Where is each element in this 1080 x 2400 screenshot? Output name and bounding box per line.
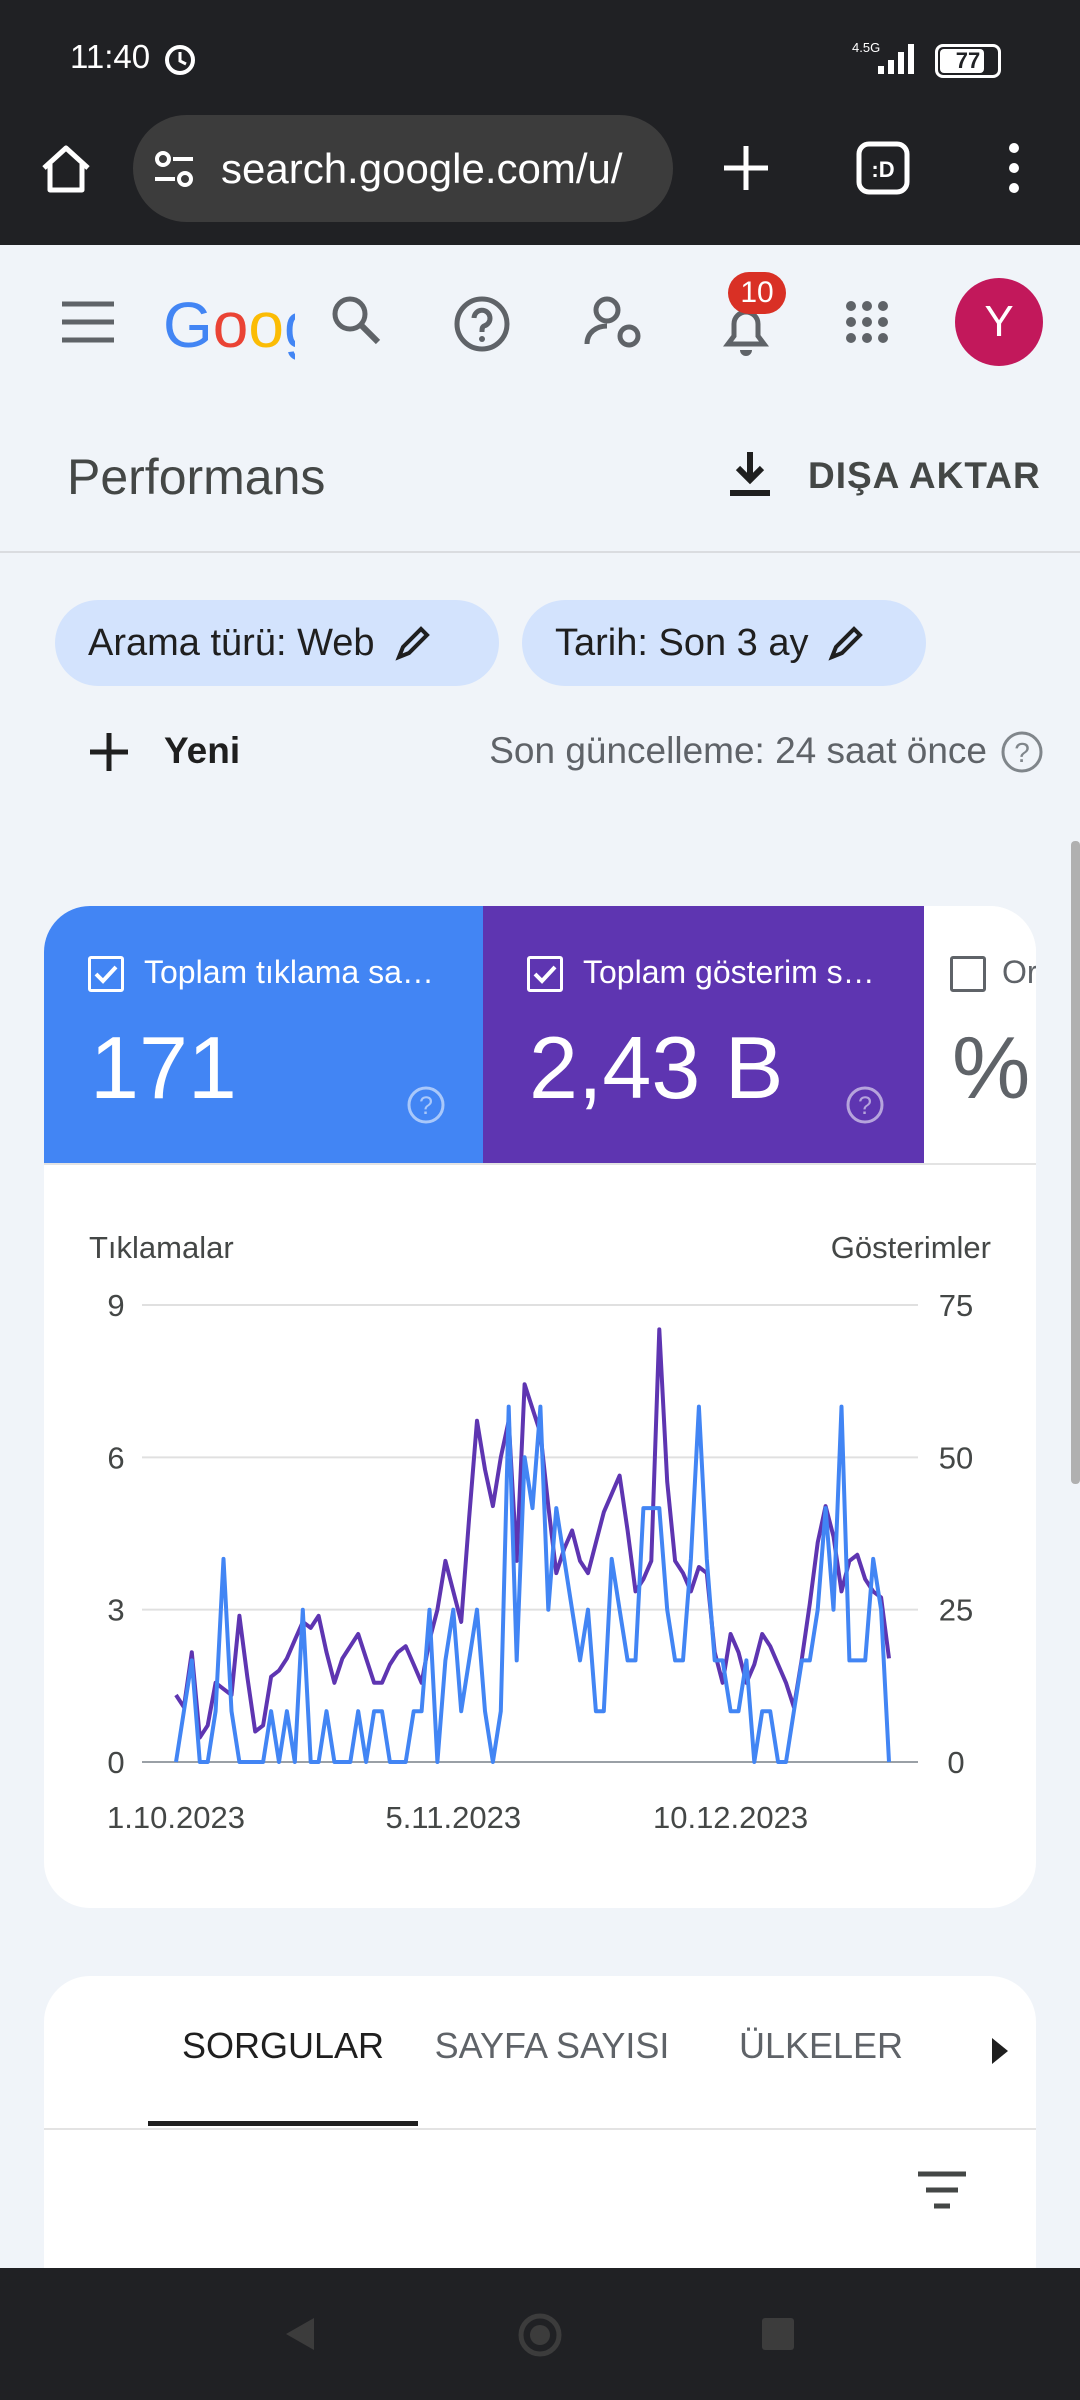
recents-button[interactable] xyxy=(760,2316,796,2352)
google-logo[interactable]: Google xyxy=(163,290,295,360)
y-axis-title: Tıklamalar xyxy=(89,1230,234,1265)
y-tick-label: 0 xyxy=(107,1745,124,1780)
chart-container: Tıklamalar Gösterimler 0 3 6 9 0 25 50 75 1.10.2… xyxy=(44,1163,1036,1913)
tab[interactable]: SAYFA SAYISI xyxy=(434,2025,670,2066)
y-tick-label: 9 xyxy=(107,1288,124,1323)
tab-switcher[interactable]: :D xyxy=(855,140,911,196)
tab-indicator xyxy=(148,2121,418,2126)
y2-axis-title: Gösterimler xyxy=(831,1230,991,1265)
x-tick-label: 5.11.2023 xyxy=(385,1800,521,1835)
x-tick-label: 1.10.2023 xyxy=(107,1800,245,1835)
edit-icon[interactable] xyxy=(828,625,864,661)
y2-tick-label: 50 xyxy=(939,1440,973,1475)
site-info-icon[interactable] xyxy=(153,149,195,189)
url-bar[interactable]: search.google.com/u/ xyxy=(133,115,673,222)
avatar[interactable]: Y xyxy=(955,278,1043,366)
series-line xyxy=(174,1404,891,1764)
svg-text:?: ? xyxy=(1014,737,1030,768)
metric-tile[interactable]: Ortalama TO % xyxy=(924,906,1036,1163)
svg-text::D: :D xyxy=(871,157,894,182)
hamburger-menu[interactable] xyxy=(60,298,116,346)
download-icon xyxy=(730,452,770,496)
chip-label: Arama türü: Web xyxy=(88,621,375,664)
metric-label: Ortalama TO xyxy=(1002,954,1036,990)
menu-button[interactable] xyxy=(1000,140,1030,196)
help-glyph: ? xyxy=(407,1086,445,1124)
y2-tick-label: 0 xyxy=(947,1745,964,1780)
chart: Tıklamalar Gösterimler 0 3 6 9 0 25 50 75 1.10.2… xyxy=(89,1230,991,1835)
metric-value: 2,43 B xyxy=(529,1018,784,1117)
apps-button[interactable] xyxy=(843,298,891,346)
divider xyxy=(44,1163,1036,1165)
help-icon[interactable]: ? xyxy=(845,1085,885,1125)
filter-chip[interactable]: Tarih: Son 3 ay xyxy=(522,600,926,686)
alarm-icon xyxy=(165,45,195,75)
table-card xyxy=(44,1976,1036,2306)
check-mark xyxy=(94,965,118,984)
logo-letter: o xyxy=(212,290,249,360)
user-settings-button[interactable] xyxy=(583,292,647,356)
notification-badge: 10 xyxy=(728,272,786,314)
add-icon[interactable] xyxy=(88,731,130,773)
signal-icon xyxy=(878,44,914,74)
metric-label: Toplam gösterim sayısı xyxy=(583,954,883,990)
y2-tick-label: 25 xyxy=(939,1593,973,1628)
filter-chip[interactable]: Arama türü: Web xyxy=(55,600,499,686)
help-icon[interactable]: ? xyxy=(1000,730,1044,774)
y-tick-label: 6 xyxy=(107,1440,124,1475)
y2-tick-label: 75 xyxy=(939,1288,973,1323)
home-nav-button[interactable] xyxy=(517,2312,563,2358)
help-icon[interactable]: ? xyxy=(406,1085,446,1125)
new-tab-button[interactable] xyxy=(718,140,774,196)
checkbox[interactable] xyxy=(527,956,563,992)
scrollbar xyxy=(1071,841,1080,1484)
url-text: search.google.com/u/ xyxy=(221,145,623,192)
help-button[interactable] xyxy=(452,294,512,354)
search-button[interactable] xyxy=(328,292,384,348)
divider xyxy=(44,2128,1036,2130)
tab[interactable]: ÜLKELER xyxy=(738,2025,904,2066)
network-type: 4.5G xyxy=(852,40,881,55)
filter-button[interactable] xyxy=(916,2170,968,2214)
y-tick-label: 3 xyxy=(107,1593,124,1628)
x-tick-label: 10.12.2023 xyxy=(653,1800,808,1835)
divider xyxy=(0,551,1080,553)
tab-scroll-arrow[interactable] xyxy=(990,2036,1010,2066)
edit-icon[interactable] xyxy=(394,625,431,661)
battery-level: 77 xyxy=(955,48,981,73)
logo-letter: G xyxy=(163,290,213,360)
metric-value: % xyxy=(952,1018,1031,1117)
metric-value: 171 xyxy=(90,1018,237,1117)
navigation-bar xyxy=(0,2268,1080,2400)
new-filter-button[interactable]: Yeni xyxy=(164,730,241,771)
metric-tile[interactable]: Toplam gösterim sayısı 2,43 B? xyxy=(483,906,924,1163)
series-line xyxy=(174,1327,891,1740)
back-button[interactable] xyxy=(280,2314,320,2354)
svg-text:?: ? xyxy=(419,1092,433,1120)
last-update: Son güncelleme: 24 saat önce xyxy=(489,730,987,771)
logo-letter: g xyxy=(284,290,295,360)
status-time: 11:40 xyxy=(70,38,151,75)
battery: 77 xyxy=(935,44,1001,78)
check-mark xyxy=(533,965,557,984)
checkbox[interactable] xyxy=(950,956,986,992)
chip-label: Tarih: Son 3 ay xyxy=(555,621,809,664)
metric-label: Toplam tıklama sayısı xyxy=(144,954,444,990)
svg-text:?: ? xyxy=(858,1092,872,1120)
home-button[interactable] xyxy=(38,140,94,196)
tab[interactable]: SORGULAR xyxy=(181,2025,385,2066)
checkbox[interactable] xyxy=(88,956,124,992)
help-glyph: ? xyxy=(846,1086,884,1124)
page-title: Performans xyxy=(67,449,326,505)
metric-tile[interactable]: Toplam tıklama sayısı 171? xyxy=(44,906,483,1163)
logo-letter: o xyxy=(248,290,284,360)
export-button[interactable]: DIŞA AKTAR xyxy=(808,455,1041,496)
